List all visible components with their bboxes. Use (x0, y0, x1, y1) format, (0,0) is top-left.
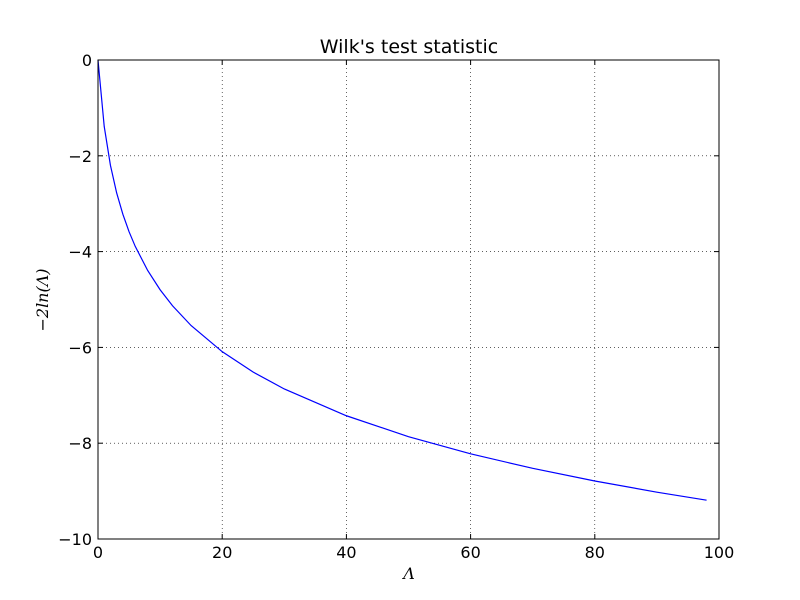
y-tick-label: −10 (58, 530, 92, 549)
chart-title: Wilk's test statistic (320, 36, 498, 58)
y-tick-label: 0 (82, 51, 92, 70)
x-tick-label: 100 (704, 543, 735, 562)
x-tick-label: 80 (585, 543, 605, 562)
y-tick-label: −2 (68, 147, 92, 166)
data-line (97, 59, 707, 501)
x-tick-label: 20 (212, 543, 232, 562)
x-tick-label: 0 (93, 543, 103, 562)
x-tick-label: 40 (336, 543, 356, 562)
x-axis-label: Λ (401, 564, 415, 583)
y-axis-label: −2ln(Λ) (33, 268, 52, 331)
y-tick-label: −4 (68, 243, 92, 262)
y-tick-label: −8 (68, 434, 92, 453)
x-tick-label: 60 (460, 543, 480, 562)
y-tick-label: −6 (68, 338, 92, 357)
plot-frame (97, 59, 720, 540)
